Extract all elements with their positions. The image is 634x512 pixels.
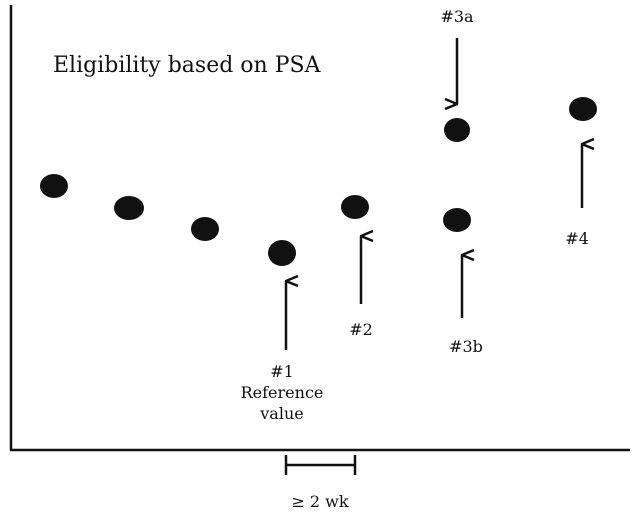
psa-dot-2 bbox=[114, 196, 144, 220]
label-3b: #3b bbox=[449, 337, 483, 356]
label-4: #4 bbox=[565, 229, 589, 248]
interval-label: ≥ 2 wk bbox=[291, 492, 348, 511]
psa-dot-4 bbox=[569, 97, 597, 121]
psa-dot-3b bbox=[443, 208, 471, 232]
interval-bracket bbox=[284, 455, 357, 475]
psa-dot-3a bbox=[444, 118, 470, 142]
label-1: #1 bbox=[270, 362, 294, 381]
label-1-line3: value bbox=[259, 404, 303, 423]
psa-dot-1 bbox=[40, 174, 68, 198]
psa-dot-3 bbox=[191, 217, 219, 241]
label-1-line2: Reference bbox=[241, 383, 324, 402]
label-3a: #3a bbox=[440, 7, 474, 26]
psa-dot-reference bbox=[268, 240, 296, 266]
label-2: #2 bbox=[349, 320, 373, 339]
psa-dot-2-marked bbox=[341, 195, 369, 219]
diagram-title: Eligibility based on PSA bbox=[53, 53, 322, 78]
